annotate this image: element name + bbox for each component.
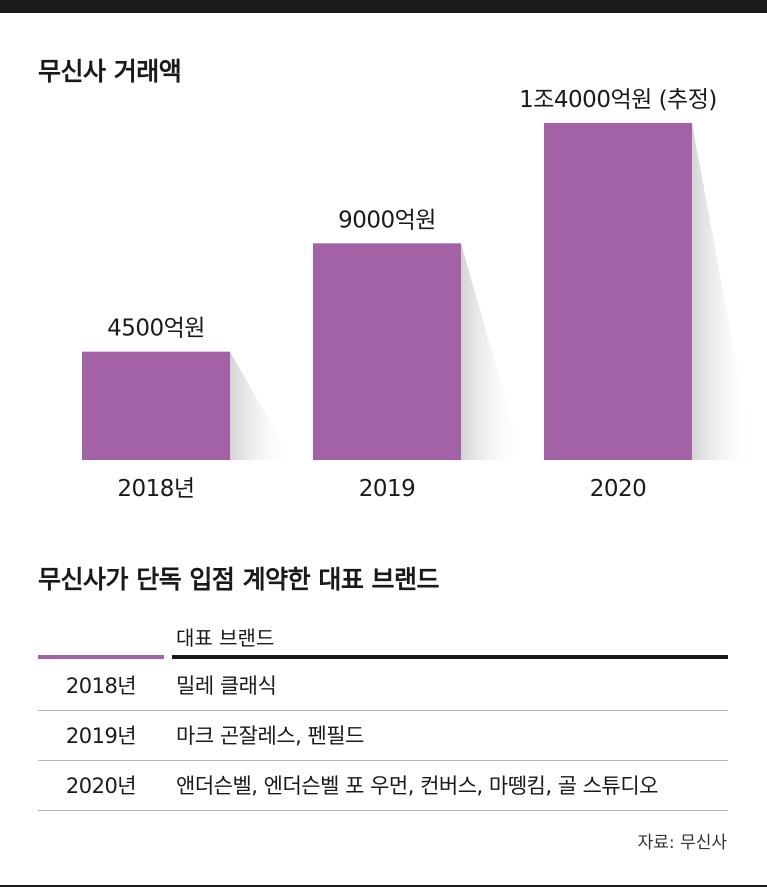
row-brands: 밀레 클래식 bbox=[176, 674, 277, 698]
row-divider bbox=[38, 760, 728, 761]
category-label: 2018년 bbox=[117, 476, 194, 502]
source-note: 자료: 무신사 bbox=[637, 833, 727, 853]
top-rule bbox=[0, 0, 767, 13]
bar-chart: 4500억원 2018년 9000억원 2019 1조4000억원 (추정) 2020 bbox=[82, 87, 754, 502]
row-year: 2020년 bbox=[65, 774, 137, 798]
table-row: 2020년 앤더슨벨, 엔더슨벨 포 우먼, 컨버스, 마뗑킴, 골 스튜디오 bbox=[38, 761, 728, 811]
bar-1 bbox=[313, 243, 461, 460]
year-column-accent-line bbox=[38, 655, 164, 659]
table-title: 무신사가 단독 입점 계약한 대표 브랜드 bbox=[38, 565, 440, 594]
category-label: 2019 bbox=[359, 476, 416, 502]
table-row: 2018년 밀레 클래식 bbox=[38, 661, 728, 711]
category-label: 2020 bbox=[590, 476, 647, 502]
row-year: 2018년 bbox=[65, 674, 137, 698]
bar-0 bbox=[82, 351, 230, 460]
bar-value-label: 4500억원 bbox=[107, 316, 205, 342]
bar-2 bbox=[544, 123, 692, 460]
table-row: 2019년 마크 곤잘레스, 펜필드 bbox=[38, 711, 728, 761]
chart-title: 무신사 거래액 bbox=[38, 57, 182, 86]
row-brands: 마크 곤잘레스, 펜필드 bbox=[176, 724, 364, 748]
bar-value-label: 9000억원 bbox=[338, 207, 436, 233]
row-brands: 앤더슨벨, 엔더슨벨 포 우먼, 컨버스, 마뗑킴, 골 스튜디오 bbox=[176, 774, 658, 798]
bar-shadow bbox=[692, 123, 754, 460]
header-divider bbox=[172, 655, 728, 659]
bar-shadow bbox=[230, 351, 292, 460]
bottom-rule bbox=[0, 885, 767, 887]
brand-column-header: 대표 브랜드 bbox=[176, 626, 275, 650]
row-divider bbox=[38, 710, 728, 711]
row-year: 2019년 bbox=[65, 724, 137, 748]
row-divider bbox=[38, 810, 728, 811]
bar-shadow bbox=[461, 243, 523, 460]
bar-value-label: 1조4000억원 (추정) bbox=[519, 87, 717, 113]
